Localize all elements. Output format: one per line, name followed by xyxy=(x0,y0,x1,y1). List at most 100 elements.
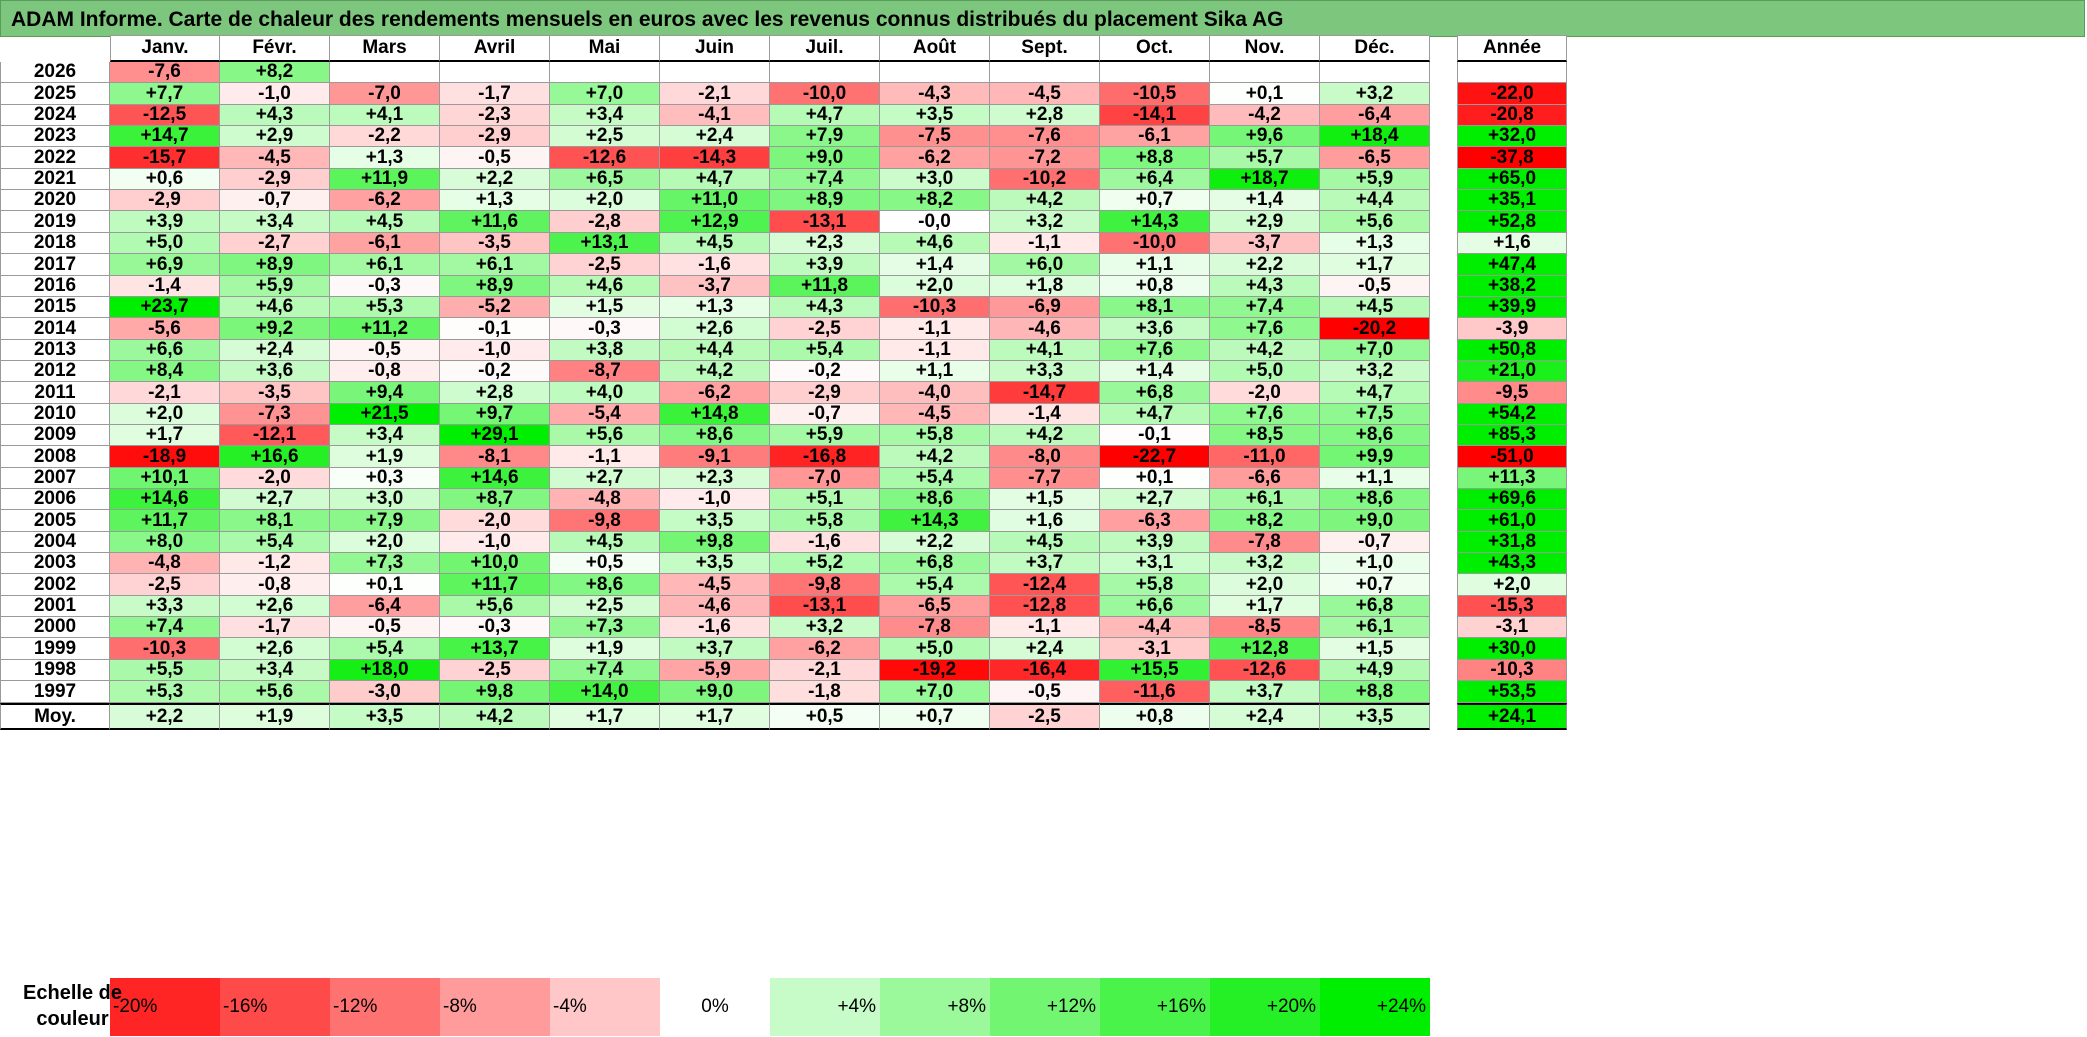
year-label: 2012 xyxy=(0,361,110,382)
heatmap-cell: -3,5 xyxy=(440,233,550,254)
heatmap-cell: +2,0 xyxy=(1210,574,1320,596)
heatmap-cell: +3,4 xyxy=(220,211,330,233)
average-annual-cell: +24,1 xyxy=(1457,703,1567,730)
heatmap-cell: -0,3 xyxy=(330,276,440,297)
heatmap-cell: +5,4 xyxy=(880,574,990,596)
heatmap-cell: +4,2 xyxy=(990,425,1100,446)
heatmap-cell xyxy=(990,62,1100,83)
heatmap-cell: -1,1 xyxy=(990,617,1100,638)
heatmap-cell: +11,0 xyxy=(660,190,770,211)
annual-cell: +52,8 xyxy=(1457,211,1567,233)
heatmap-cell: +3,5 xyxy=(660,510,770,532)
heatmap-cell: +21,5 xyxy=(330,404,440,425)
heatmap-cell: +10,1 xyxy=(110,468,220,489)
heatmap-cell: +3,5 xyxy=(880,105,990,126)
annual-cell: +11,3 xyxy=(1457,468,1567,489)
heatmap-cell: +3,8 xyxy=(550,340,660,361)
heatmap-cell: +4,4 xyxy=(1320,190,1430,211)
color-scale-stop: -12% xyxy=(330,978,440,1036)
heatmap-cell: -1,1 xyxy=(990,233,1100,254)
heatmap-cell: +3,9 xyxy=(770,254,880,276)
heatmap-cell: +4,7 xyxy=(1320,382,1430,404)
heatmap-cell: -3,5 xyxy=(220,382,330,404)
heatmap-cell: +4,1 xyxy=(990,340,1100,361)
heatmap-cell: +8,0 xyxy=(110,532,220,553)
heatmap-cell xyxy=(660,62,770,83)
heatmap-cell: +9,7 xyxy=(440,404,550,425)
heatmap-cell: -2,3 xyxy=(440,105,550,126)
year-label: 2007 xyxy=(0,468,110,489)
annual-cell: -10,3 xyxy=(1457,660,1567,681)
year-label: 2009 xyxy=(0,425,110,446)
average-label: Moy. xyxy=(0,703,110,730)
heatmap-cell: +3,9 xyxy=(1100,532,1210,553)
heatmap-cell: +4,9 xyxy=(1320,660,1430,681)
heatmap-cell: -6,2 xyxy=(880,147,990,169)
heatmap-cell: -6,1 xyxy=(1100,126,1210,147)
heatmap-cell: +2,8 xyxy=(990,105,1100,126)
heatmap-cell: -6,9 xyxy=(990,297,1100,318)
annual-cell: +30,0 xyxy=(1457,638,1567,660)
heatmap-cell: +7,4 xyxy=(770,169,880,190)
heatmap-cell: -20,2 xyxy=(1320,318,1430,340)
heatmap-cell: +4,6 xyxy=(550,276,660,297)
heatmap-cell: +6,1 xyxy=(330,254,440,276)
heatmap-cell: +9,0 xyxy=(660,681,770,703)
annual-cell: +69,6 xyxy=(1457,489,1567,510)
heatmap-cell: +0,5 xyxy=(550,553,660,574)
heatmap-cell: -4,0 xyxy=(880,382,990,404)
heatmap-cell: +6,6 xyxy=(110,340,220,361)
heatmap-cell: -0,0 xyxy=(880,211,990,233)
heatmap-cell: -6,5 xyxy=(1320,147,1430,169)
heatmap-cell: +1,8 xyxy=(990,276,1100,297)
heatmap-cell: +7,4 xyxy=(1210,297,1320,318)
heatmap-cell: +3,9 xyxy=(110,211,220,233)
heatmap-cell: +7,9 xyxy=(330,510,440,532)
heatmap-cell: -11,0 xyxy=(1210,446,1320,468)
heatmap-cell: +5,4 xyxy=(220,532,330,553)
heatmap-cell: -6,2 xyxy=(660,382,770,404)
heatmap-cell: -2,0 xyxy=(440,510,550,532)
heatmap-cell: +4,5 xyxy=(1320,297,1430,318)
year-label: 2005 xyxy=(0,510,110,532)
heatmap-cell: +5,6 xyxy=(1320,211,1430,233)
heatmap-cell: +13,1 xyxy=(550,233,660,254)
heatmap-cell: +13,7 xyxy=(440,638,550,660)
heatmap-cell: +2,5 xyxy=(550,126,660,147)
heatmap-cell: -4,5 xyxy=(220,147,330,169)
year-label: 2018 xyxy=(0,233,110,254)
month-header: Août xyxy=(880,35,990,62)
color-scale-stop: -16% xyxy=(220,978,330,1036)
heatmap-cell: -6,3 xyxy=(1100,510,1210,532)
heatmap-cell: -2,9 xyxy=(770,382,880,404)
heatmap-cell: +5,4 xyxy=(330,638,440,660)
heatmap-cell: +2,6 xyxy=(220,596,330,617)
heatmap-cell: +12,8 xyxy=(1210,638,1320,660)
heatmap-cell: -2,5 xyxy=(550,254,660,276)
heatmap-cell: -4,1 xyxy=(660,105,770,126)
annual-cell: +50,8 xyxy=(1457,340,1567,361)
heatmap-cell: -2,1 xyxy=(770,660,880,681)
heatmap-cell: +14,3 xyxy=(880,510,990,532)
heatmap-cell: -14,1 xyxy=(1100,105,1210,126)
heatmap-cell: -5,6 xyxy=(110,318,220,340)
heatmap-cell: +5,1 xyxy=(770,489,880,510)
heatmap-cell: -1,0 xyxy=(440,340,550,361)
heatmap-cell: -18,9 xyxy=(110,446,220,468)
heatmap-cell: +3,2 xyxy=(770,617,880,638)
heatmap-cell: -10,5 xyxy=(1100,83,1210,105)
heatmap-cell: -12,1 xyxy=(220,425,330,446)
heatmap-cell: +4,2 xyxy=(990,190,1100,211)
heatmap-cell: -19,2 xyxy=(880,660,990,681)
heatmap-cell: -13,1 xyxy=(770,596,880,617)
month-header: Avril xyxy=(440,35,550,62)
heatmap-cell: +1,5 xyxy=(550,297,660,318)
heatmap-cell: +0,1 xyxy=(330,574,440,596)
heatmap-cell: +1,4 xyxy=(1100,361,1210,382)
color-scale-stop: -4% xyxy=(550,978,660,1036)
heatmap-cell: -3,0 xyxy=(330,681,440,703)
heatmap-cell: -7,2 xyxy=(990,147,1100,169)
heatmap-cell: -6,5 xyxy=(880,596,990,617)
heatmap-cell: +4,5 xyxy=(990,532,1100,553)
heatmap-cell: +5,4 xyxy=(880,468,990,489)
